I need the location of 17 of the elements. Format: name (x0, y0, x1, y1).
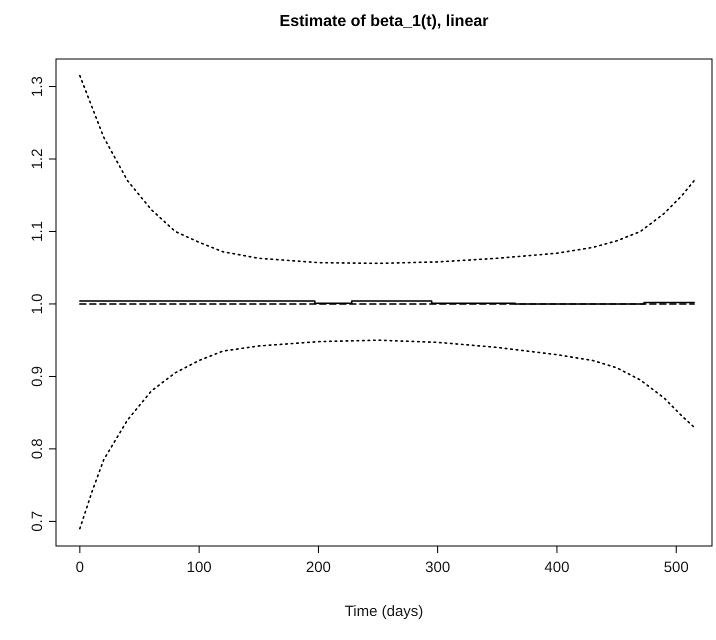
y-tick-label: 0.7 (29, 510, 46, 532)
y-tick-label: 1.2 (29, 148, 46, 170)
y-tick-label: 0.9 (29, 366, 46, 387)
y-tick-label: 1.3 (29, 76, 46, 97)
x-tick-label: 500 (664, 559, 689, 576)
y-tick-label: 0.8 (29, 438, 46, 460)
x-tick-label: 0 (76, 559, 84, 576)
line-series (79, 339, 695, 530)
x-axis-title: Time (days) (344, 603, 424, 620)
chart-title: Estimate of beta_1(t), linear (280, 13, 488, 30)
x-tick-label: 300 (425, 559, 450, 576)
line-series (79, 74, 695, 264)
x-tick-label: 200 (306, 559, 331, 576)
y-tick-label: 1.1 (29, 221, 46, 242)
x-tick-label: 400 (544, 559, 570, 576)
x-tick-label: 100 (186, 559, 212, 576)
y-tick-label: 1.0 (29, 294, 46, 314)
